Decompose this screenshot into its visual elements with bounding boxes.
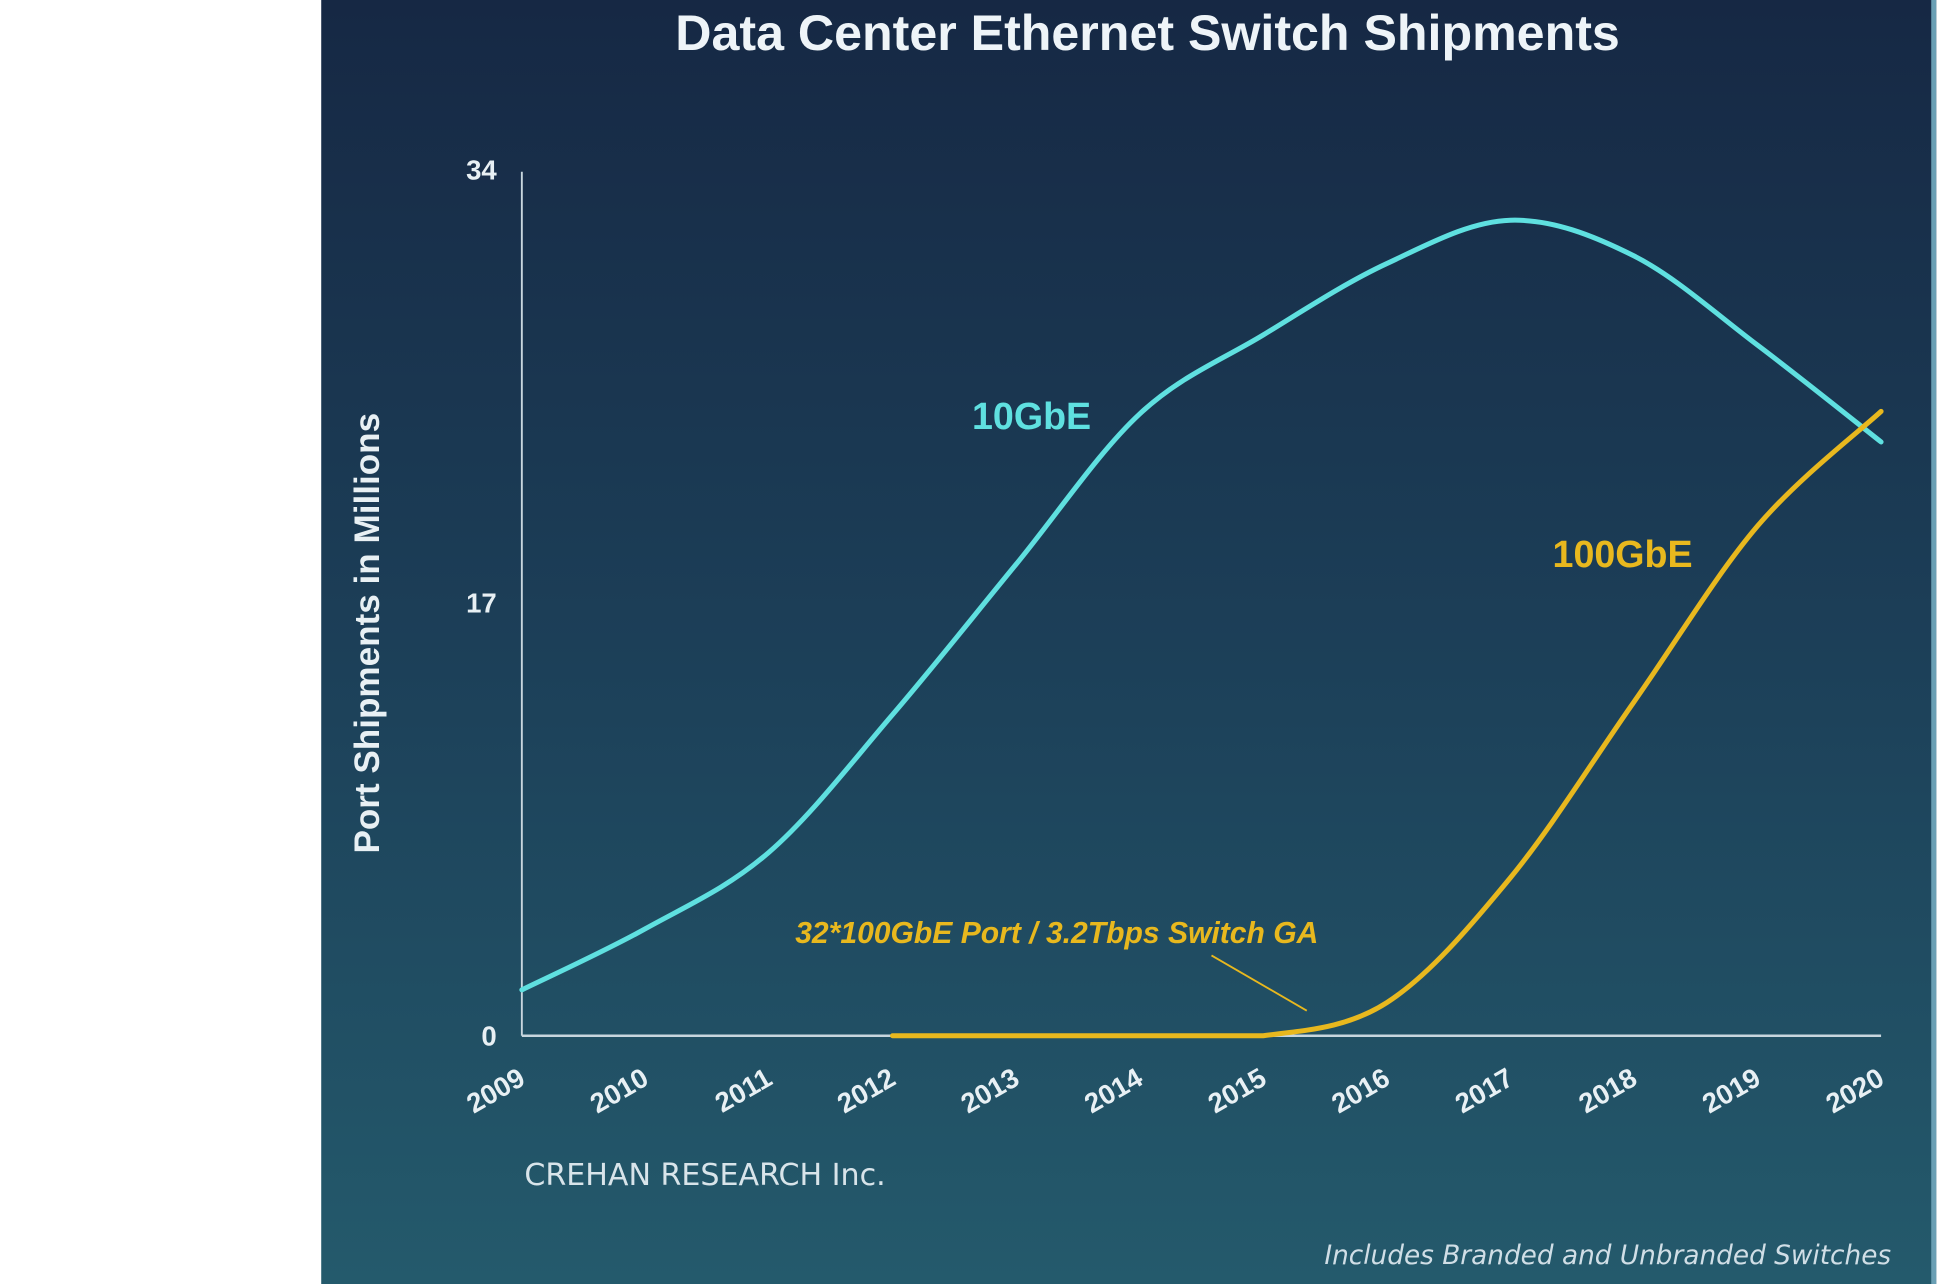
footnote: Includes Branded and Unbranded Switches bbox=[1324, 1241, 1891, 1271]
panel-right-border bbox=[1931, 0, 1937, 1284]
chart-background bbox=[321, 0, 1937, 1284]
y-tick-label: 0 bbox=[481, 1021, 496, 1052]
series-line-10gbe bbox=[519, 217, 1884, 993]
y-tick-label: 34 bbox=[466, 154, 497, 185]
series-label-10gbe: 10GbE bbox=[972, 395, 1091, 437]
annotation-pointer bbox=[1211, 954, 1308, 1012]
y-axis-label: Port Shipments in Millions bbox=[348, 413, 387, 854]
series-label-100gbe: 100GbE bbox=[1553, 533, 1693, 575]
source-credit: CREHAN RESEARCH Inc. bbox=[524, 1158, 885, 1193]
annotation-text: 32*100GbE Port / 3.2Tbps Switch GA bbox=[795, 917, 1318, 950]
chart-title: Data Center Ethernet Switch Shipments bbox=[675, 5, 1620, 61]
y-tick-label: 17 bbox=[466, 588, 497, 619]
series-line-100gbe bbox=[890, 408, 1884, 1039]
